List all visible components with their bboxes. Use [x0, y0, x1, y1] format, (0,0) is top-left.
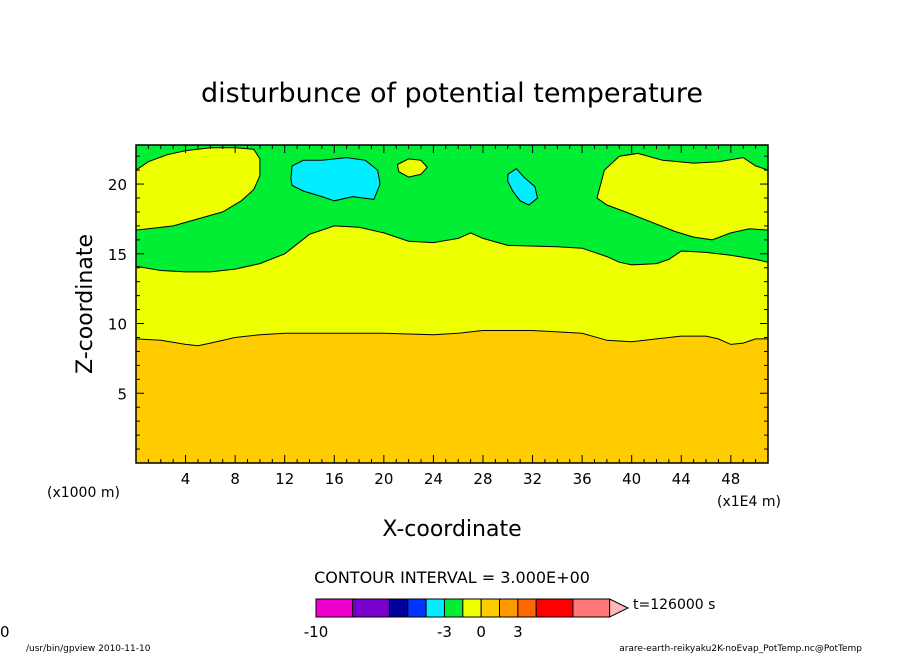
y-tick-label: 10 [108, 316, 127, 334]
colorbar-swatch [425, 598, 445, 618]
x-unit-left: (x1000 m) [47, 485, 120, 501]
contour-orange-band [135, 330, 768, 347]
y-axis: 5 10 15 20 [108, 155, 768, 450]
colorbar-tick-label: -3 [437, 623, 452, 641]
colorbar-arrow [609, 598, 630, 618]
colorbar-tick-label: 10 [0, 623, 10, 641]
x-tick-label: 28 [473, 470, 492, 488]
colorbar-labels: -10 -3 0 3 10 [0, 623, 523, 641]
x-tick-label: 8 [230, 470, 240, 488]
x-tick-label: 12 [275, 470, 294, 488]
x-tick-label: 44 [672, 470, 691, 488]
colorbar-swatch [443, 598, 464, 618]
colorbar-swatch [407, 598, 427, 618]
colorbar-swatch [499, 598, 519, 618]
x-tick-label: 4 [181, 470, 191, 488]
x-tick-label: 16 [325, 470, 344, 488]
y-tick-label: 5 [117, 385, 127, 403]
x-axis-label: X-coordinate [382, 517, 521, 542]
x-tick-label: 36 [573, 470, 592, 488]
contour-yellow-band [135, 225, 769, 273]
x-tick-label: 48 [721, 470, 740, 488]
x-unit-right: (x1E4 m) [717, 494, 781, 510]
y-tick-label: 15 [108, 246, 127, 264]
island-cyan-right [507, 168, 539, 206]
island-yellow-upper-small [396, 158, 428, 178]
colorbar [315, 598, 630, 618]
footer-left: /usr/bin/gpview 2010-11-10 [26, 644, 151, 654]
contour-lines [135, 225, 769, 347]
colorbar-swatch [535, 598, 574, 618]
contour-interval-label: CONTOUR INTERVAL = 3.000E+00 [314, 568, 590, 587]
x-tick-label: 32 [523, 470, 542, 488]
colorbar-swatch [517, 598, 537, 618]
contour-fills [135, 145, 769, 463]
footer-right: arare-earth-reikyaku2K-noEvap_PotTemp.nc… [619, 644, 862, 654]
colorbar-swatch [480, 598, 501, 618]
y-axis-label: Z-coordinate [73, 234, 98, 374]
region-orange-band [136, 330, 768, 463]
x-axis: 4 8 12 16 20 24 28 32 36 40 44 48 [147, 145, 769, 488]
colorbar-swatch [462, 598, 482, 618]
island-yellow-upper-left [135, 147, 261, 231]
colorbar-swatch [388, 598, 409, 618]
x-tick-label: 24 [424, 470, 443, 488]
island-cyan-left [290, 157, 381, 202]
colorbar-swatch [352, 598, 390, 618]
chart-title: disturbunce of potential temperature [201, 78, 703, 109]
time-label: t=126000 s [633, 597, 715, 613]
colorbar-tick-label: 3 [513, 623, 523, 641]
colorbar-swatch [572, 598, 611, 618]
x-tick-label: 40 [622, 470, 641, 488]
colorbar-tick-label: 0 [476, 623, 486, 641]
colorbar-swatch [315, 598, 354, 618]
plot-frame [135, 144, 769, 464]
y-tick-label: 20 [108, 176, 127, 194]
colorbar-tick-label: -10 [304, 623, 329, 641]
x-tick-label: 20 [374, 470, 393, 488]
